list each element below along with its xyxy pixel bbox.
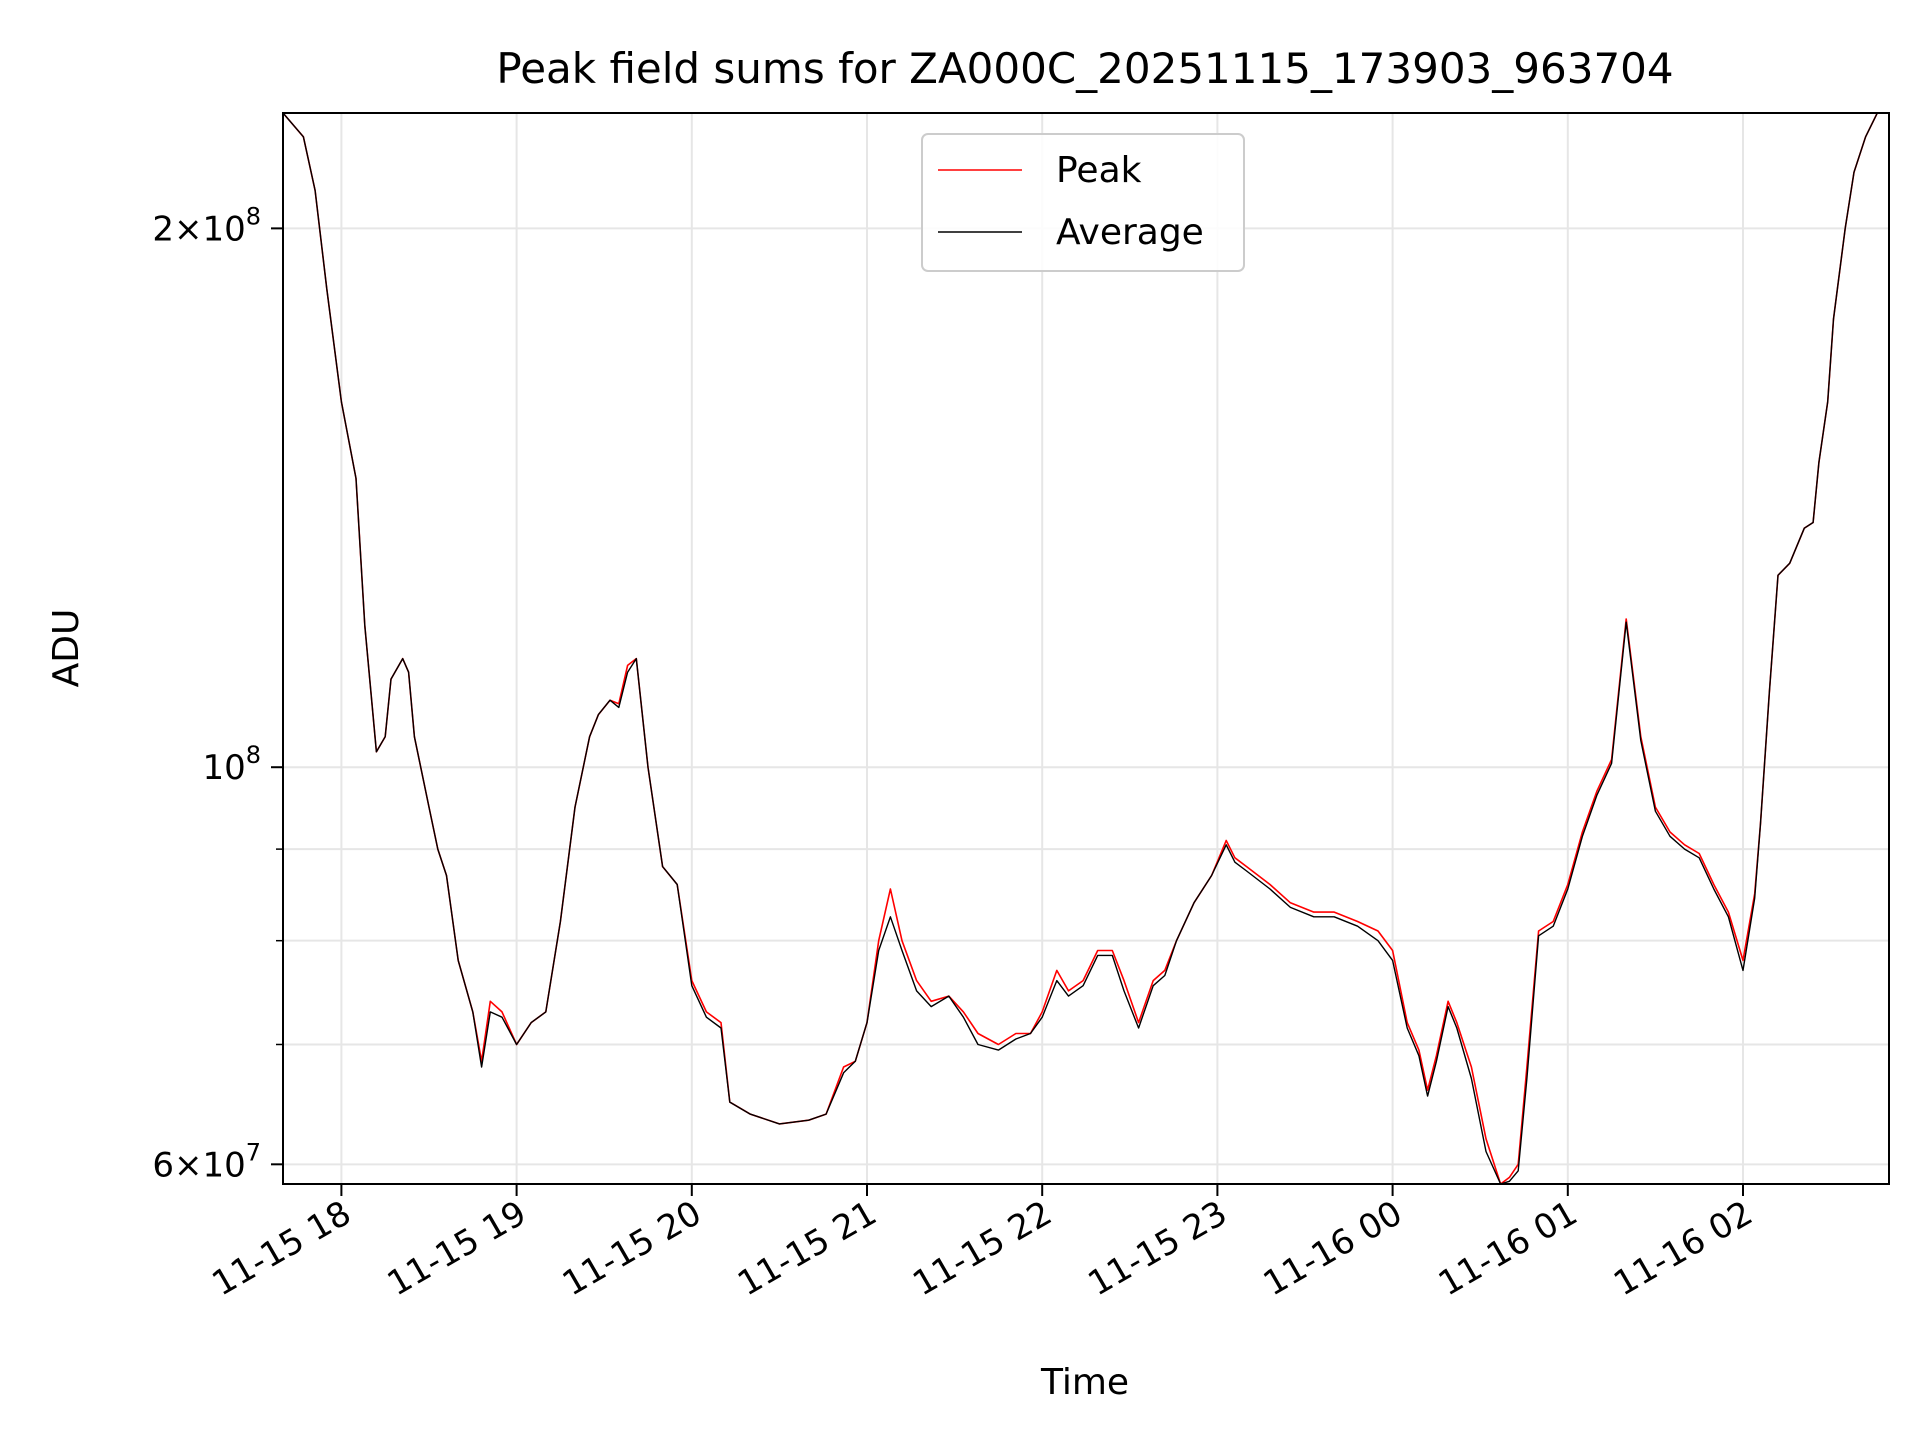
x-axis-label: Time — [1040, 1362, 1129, 1403]
y-tick-base: 10 — [202, 748, 245, 788]
y-tick-exponent: 8 — [246, 741, 261, 769]
y-tick-exponent: 7 — [246, 1138, 261, 1166]
legend-box — [921, 133, 1245, 272]
y-tick-mantissa: 6 — [152, 1145, 174, 1185]
legend: Peak Average — [921, 133, 1245, 272]
series-line-peak — [282, 112, 1879, 1185]
legend-label-average: Average — [1056, 212, 1204, 253]
y-tick-exponent: 8 — [246, 202, 261, 230]
y-tick-label: 108 — [202, 741, 261, 788]
y-tick-base: 10 — [202, 209, 245, 249]
y-tick-label: 6×107 — [152, 1138, 261, 1185]
y-tick-times: × — [174, 1145, 203, 1185]
legend-label-peak: Peak — [1056, 150, 1142, 191]
y-axis-label: ADU — [46, 609, 87, 688]
y-tick-label: 2×108 — [152, 202, 261, 249]
plot-frame — [282, 112, 1890, 1185]
chart-title: Peak field sums for ZA000C_20251115_1739… — [496, 44, 1673, 93]
series-layer — [282, 112, 1879, 1185]
series-line-average — [282, 112, 1878, 1185]
y-tick-mantissa: 2 — [152, 209, 174, 249]
y-tick-times: × — [174, 209, 203, 249]
y-tick-base: 10 — [202, 1145, 245, 1185]
